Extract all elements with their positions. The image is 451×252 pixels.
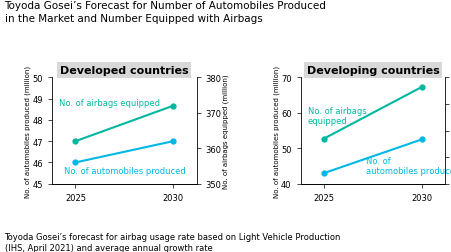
Y-axis label: No. of airbags equipped (million): No. of airbags equipped (million): [222, 74, 229, 188]
Text: No. of airbags
equipped: No. of airbags equipped: [307, 106, 366, 126]
Text: No. of
automobiles produced: No. of automobiles produced: [365, 156, 451, 175]
Title: Developing countries: Developing countries: [306, 66, 438, 76]
Text: No. of automobiles produced: No. of automobiles produced: [64, 167, 185, 175]
Text: Toyoda Gosei’s Forecast for Number of Automobiles Produced
in the Market and Num: Toyoda Gosei’s Forecast for Number of Au…: [5, 1, 326, 24]
Y-axis label: No. of automobiles produced (million): No. of automobiles produced (million): [24, 65, 31, 197]
Title: Developed countries: Developed countries: [60, 66, 188, 76]
Y-axis label: No. of automobiles produced (million): No. of automobiles produced (million): [272, 65, 279, 197]
Text: Toyoda Gosei’s forecast for airbag usage rate based on Light Vehicle Production
: Toyoda Gosei’s forecast for airbag usage…: [5, 232, 340, 252]
Text: No. of airbags equipped: No. of airbags equipped: [59, 99, 160, 108]
